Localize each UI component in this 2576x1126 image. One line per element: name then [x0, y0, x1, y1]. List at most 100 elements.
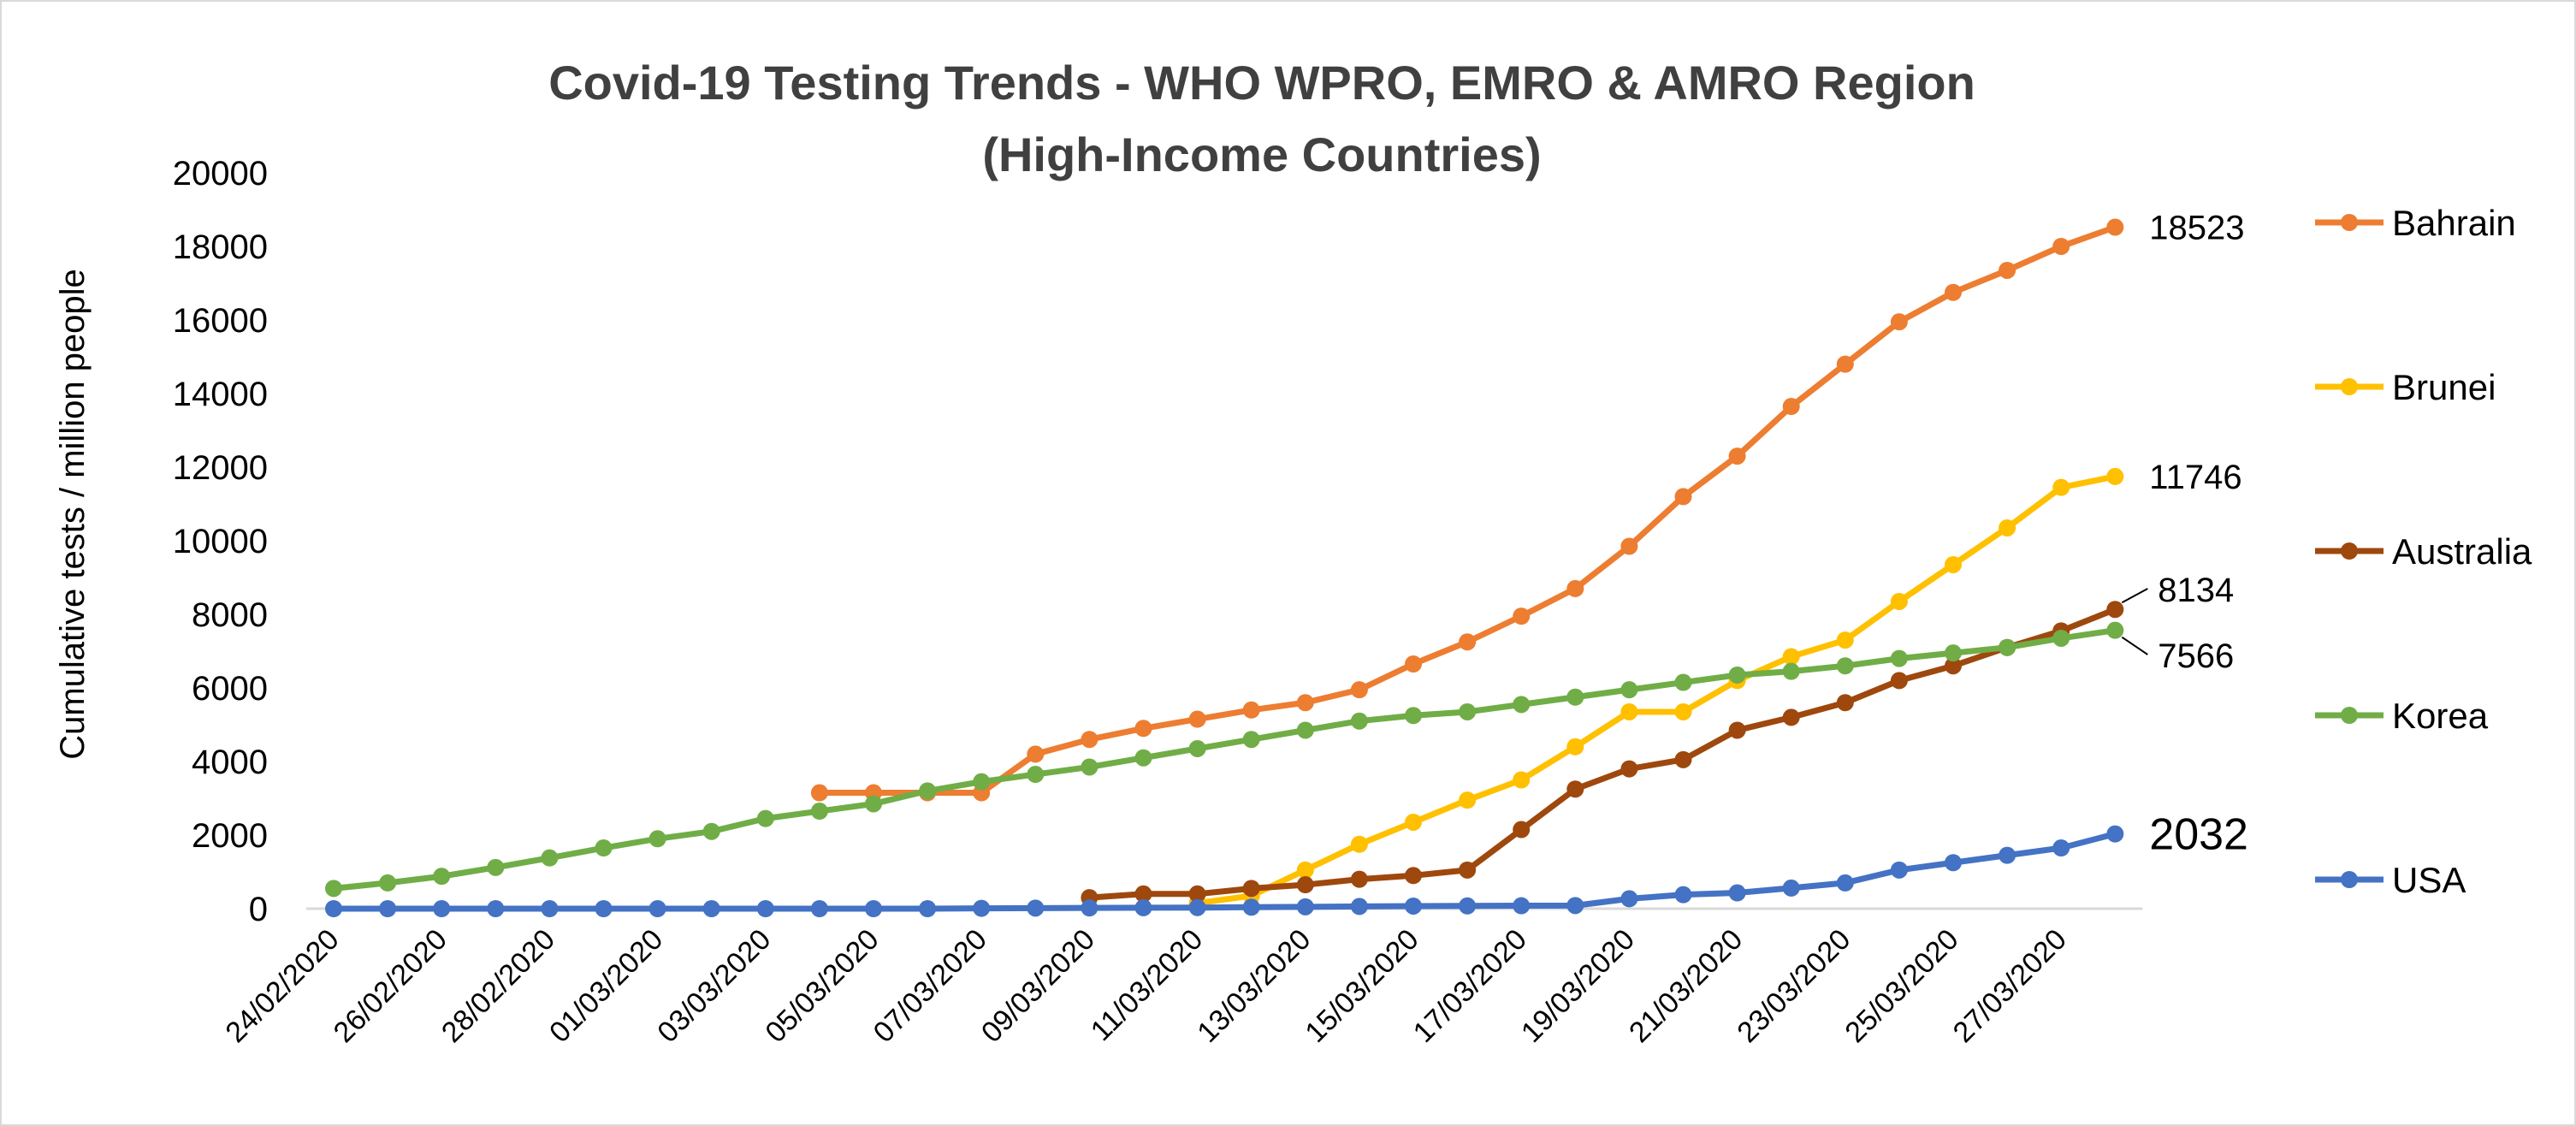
data-point: [325, 880, 342, 898]
data-point: [1027, 745, 1045, 763]
data-point: [810, 784, 828, 802]
data-point: [1513, 821, 1531, 839]
data-point: [1782, 708, 1800, 726]
legend-swatch-marker: [2341, 378, 2358, 395]
data-point: [1459, 897, 1477, 915]
data-point: [919, 782, 937, 800]
data-point: [1890, 672, 1908, 690]
data-point: [1566, 579, 1584, 597]
data-point: [1945, 657, 1962, 675]
data-point: [2052, 478, 2070, 496]
data-point: [1134, 749, 1152, 767]
legend-item-australia: Australia: [2315, 531, 2532, 572]
end-label-australia: 8134: [2158, 572, 2234, 609]
data-point: [1459, 702, 1477, 720]
y-tick-label: 2000: [192, 817, 268, 855]
data-point: [756, 900, 774, 917]
data-point: [1188, 739, 1206, 757]
data-point: [2106, 601, 2124, 619]
y-tick-label: 0: [249, 891, 268, 928]
legend-swatch-marker: [2341, 214, 2358, 231]
data-point: [1296, 876, 1314, 894]
data-point: [1459, 633, 1477, 651]
data-point: [1890, 861, 1908, 879]
data-point: [1999, 261, 2016, 279]
data-point: [810, 900, 828, 917]
data-point: [2052, 629, 2070, 647]
y-tick-label: 20000: [173, 155, 268, 193]
data-point: [1081, 731, 1099, 749]
data-point: [487, 858, 505, 876]
data-point: [1513, 897, 1531, 915]
data-point: [2052, 839, 2070, 857]
data-point: [702, 900, 720, 917]
data-point: [1296, 721, 1314, 739]
data-point: [1350, 870, 1368, 888]
data-point: [1999, 519, 2016, 536]
data-point: [1350, 681, 1368, 699]
end-label-bahrain: 18523: [2149, 210, 2244, 247]
data-point: [1782, 879, 1800, 897]
data-point: [1674, 673, 1692, 691]
chart-title-line-2: (High-Income Countries): [982, 127, 1541, 181]
data-point: [1620, 681, 1638, 699]
legend-item-brunei: Brunei: [2315, 367, 2496, 407]
data-point: [1242, 731, 1260, 749]
data-point: [1890, 313, 1908, 331]
data-point: [1513, 771, 1531, 789]
data-point: [1674, 886, 1692, 904]
data-point: [756, 809, 774, 827]
data-point: [2106, 218, 2124, 236]
data-point: [1566, 780, 1584, 798]
legend-item-bahrain: Bahrain: [2315, 203, 2516, 243]
data-point: [1945, 854, 1962, 872]
data-point: [1620, 537, 1638, 555]
y-tick-labels: 0 2000 4000 6000 8000 10000 12000 14000 16000 180…: [173, 155, 268, 928]
data-point: [1836, 631, 1854, 649]
data-point: [1134, 720, 1152, 738]
data-point: [648, 830, 666, 848]
data-point: [1674, 702, 1692, 720]
y-tick-label: 6000: [192, 670, 268, 708]
data-point: [541, 849, 559, 867]
legend-swatch-marker: [2341, 871, 2358, 888]
data-point: [541, 900, 559, 917]
data-point: [1999, 638, 2016, 656]
legend-label: Korea: [2392, 696, 2489, 736]
data-point: [1728, 721, 1746, 739]
data-point: [1836, 874, 1854, 892]
data-point: [1027, 899, 1045, 917]
end-label-korea: 7566: [2158, 637, 2234, 675]
data-point: [1405, 897, 1422, 915]
data-point: [379, 874, 397, 892]
data-point: [1513, 696, 1531, 714]
end-label-brunei: 11746: [2149, 459, 2241, 496]
data-point: [1782, 398, 1800, 416]
series-line-brunei: [1197, 473, 2116, 907]
data-point: [2106, 621, 2124, 639]
data-point: [1620, 760, 1638, 778]
legend-label: Brunei: [2392, 367, 2496, 407]
data-point: [2106, 467, 2124, 485]
legend-item-korea: Korea: [2315, 696, 2489, 736]
data-point: [1566, 897, 1584, 915]
legend-item-usa: USA: [2315, 860, 2466, 900]
end-label-leader: [2121, 636, 2148, 655]
data-point: [1674, 750, 1692, 768]
data-point: [865, 900, 882, 917]
data-point: [433, 900, 451, 917]
series-usa: [325, 825, 2124, 917]
legend-swatch-marker: [2341, 542, 2358, 560]
data-point: [919, 900, 937, 917]
data-point: [702, 822, 720, 840]
data-point: [1459, 861, 1477, 879]
legend: Bahrain Brunei Australia Korea USA: [2315, 203, 2532, 900]
data-point: [1566, 688, 1584, 706]
y-tick-label: 8000: [192, 596, 268, 634]
data-point: [1350, 712, 1368, 730]
y-tick-label: 14000: [173, 376, 268, 413]
y-tick-label: 4000: [192, 744, 268, 781]
data-point: [1890, 592, 1908, 610]
data-point: [1242, 701, 1260, 719]
